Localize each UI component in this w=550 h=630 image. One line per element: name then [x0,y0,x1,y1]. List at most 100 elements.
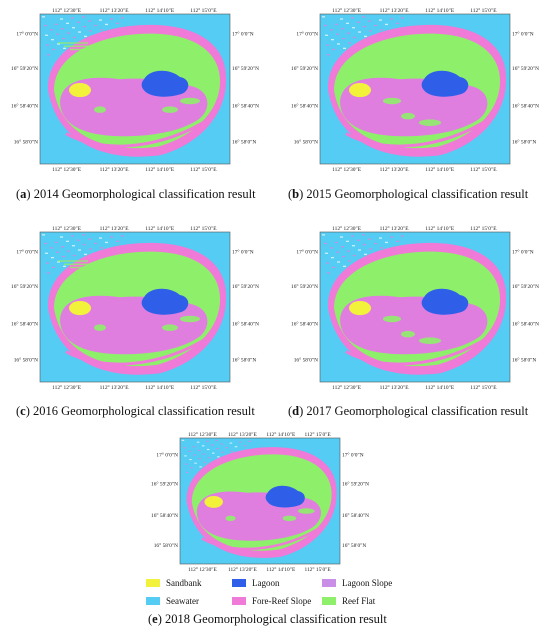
lat-tick-left: 17° 0′0″N [16,31,38,38]
legend-swatch-sandbank [146,579,160,587]
lon-tick-bottom: 112° 14′10″E [266,566,296,573]
map-frame [39,13,231,165]
lon-tick-top: 112° 12′30″E [52,225,82,232]
lon-tick-bottom: 112° 12′30″E [52,166,82,173]
lat-tick-right: 16° 59′20″N [232,283,259,290]
lon-tick-top: 112° 14′10″E [145,7,175,14]
lon-tick-top: 112° 13′20″E [380,225,410,232]
lon-tick-bottom: 112° 13′20″E [100,166,130,173]
lat-tick-right: 16° 59′20″N [512,65,539,72]
lat-tick-right: 17° 0′0″N [232,249,254,256]
stripe-artifacts [58,42,142,74]
lon-tick-bottom: 112° 12′30″E [52,384,82,391]
lat-tick-right: 16° 58′0″N [512,139,536,146]
inner-slope-rim [65,335,211,366]
geomorphology-map: 112° 12′30″E 112° 12′30″E 112° 13′20″E 112°… [151,431,369,573]
map-panel-2016: 112° 12′30″E 112° 12′30″E 112° 13′20″E 112°… [10,224,260,400]
map-frame [179,437,341,565]
lat-tick-left: 16° 58′40″N [291,321,318,328]
lat-tick-right: 17° 0′0″N [512,31,534,38]
lat-tick-right: 17° 0′0″N [342,451,364,458]
lat-tick-right: 17° 0′0″N [232,31,254,38]
lon-tick-top: 112° 14′10″E [425,225,455,232]
legend-swatch-lagoon [232,579,246,587]
lat-tick-left: 17° 0′0″N [156,451,178,458]
lat-tick-left: 16° 58′40″N [151,512,178,519]
caption-2017: (d) 2017 Geomorphological classification… [288,404,529,418]
lat-tick-right: 16° 59′20″N [512,283,539,290]
lon-tick-bottom: 112° 15′0″E [470,384,497,391]
geomorphology-map: 112° 12′30″E 112° 12′30″E 112° 13′20″E 112°… [291,225,539,391]
lon-tick-top: 112° 12′30″E [188,431,218,438]
legend-item-reef-flat: Reef Flat [322,596,375,606]
lon-tick-top: 112° 15′0″E [190,7,217,14]
lon-tick-top: 112° 12′30″E [332,225,362,232]
lon-tick-top: 112° 15′0″E [470,225,497,232]
lon-tick-bottom: 112° 15′0″E [190,166,217,173]
lon-tick-top: 112° 15′0″E [470,7,497,14]
lon-tick-top: 112° 13′20″E [228,431,258,438]
legend-item-sandbank: Sandbank [146,578,202,588]
sandbank [204,495,223,508]
legend-item-lagoon-slope: Lagoon Slope [322,578,392,588]
lon-tick-bottom: 112° 13′20″E [228,566,258,573]
geomorphology-map: 112° 12′30″E 112° 12′30″E 112° 13′20″E 112°… [11,7,259,173]
inner-slope-rim [345,335,491,366]
reef-flat-patches [225,508,315,522]
map-panel-2015: 112° 12′30″E 112° 12′30″E 112° 13′20″E 112°… [290,6,540,182]
lon-tick-top: 112° 14′10″E [425,7,455,14]
inner-slope-rim [201,524,324,551]
reef-flat-patches [383,315,441,344]
map-legend: Sandbank Lagoon Lagoon Slope Seawater Fo… [146,576,436,610]
lon-tick-top: 112° 13′20″E [380,7,410,14]
lagoon [421,70,469,97]
reef-flat-patches [383,97,441,126]
caption-2018: (e) 2018 Geomorphological classification… [148,612,387,626]
lon-tick-bottom: 112° 13′20″E [380,166,410,173]
lat-tick-left: 16° 58′0″N [154,542,178,549]
lon-tick-bottom: 112° 15′0″E [190,384,217,391]
legend-item-seawater: Seawater [146,596,199,606]
legend-swatch-reef-flat [322,597,336,605]
sandbank [69,301,91,316]
lon-tick-top: 112° 12′30″E [332,7,362,14]
lon-tick-bottom: 112° 15′0″E [470,166,497,173]
geomorphology-map: 112° 12′30″E 112° 12′30″E 112° 13′20″E 112°… [291,7,539,173]
lagoon [265,485,305,508]
lat-tick-right: 17° 0′0″N [512,249,534,256]
map-panel-2018: 112° 12′30″E 112° 12′30″E 112° 13′20″E 112°… [150,430,400,576]
lon-tick-top: 112° 14′10″E [266,431,296,438]
lat-tick-left: 16° 58′40″N [291,103,318,110]
lagoon [421,288,469,315]
lat-tick-left: 16° 59′20″N [11,283,38,290]
map-frame [319,231,511,383]
lon-tick-top: 112° 14′10″E [145,225,175,232]
caption-2016: (c) 2016 Geomorphological classification… [16,404,255,418]
lat-tick-right: 16° 58′0″N [232,139,256,146]
reef-flat-patches [94,97,200,113]
lon-tick-bottom: 112° 12′30″E [332,166,362,173]
lagoon [141,288,189,315]
caption-2014: (a) 2014 Geomorphological classification… [16,187,256,201]
lat-tick-left: 16° 58′40″N [11,103,38,110]
lat-tick-left: 16° 59′20″N [291,65,318,72]
lat-tick-left: 16° 58′40″N [11,321,38,328]
lat-tick-right: 16° 58′0″N [342,542,366,549]
sandbank [349,301,371,316]
legend-swatch-seawater [146,597,160,605]
lon-tick-top: 112° 13′20″E [100,7,130,14]
lon-tick-bottom: 112° 13′20″E [380,384,410,391]
lon-tick-bottom: 112° 14′10″E [425,166,455,173]
lon-tick-top: 112° 15′0″E [190,225,217,232]
lat-tick-left: 16° 58′0″N [14,357,38,364]
lat-tick-left: 16° 58′0″N [294,357,318,364]
lat-tick-right: 16° 58′40″N [342,512,369,519]
lat-tick-left: 16° 59′20″N [11,65,38,72]
lat-tick-right: 16° 59′20″N [342,480,369,487]
map-panel-2017: 112° 12′30″E 112° 12′30″E 112° 13′20″E 112°… [290,224,540,400]
lat-tick-left: 16° 58′0″N [14,139,38,146]
caption-2015: (b) 2015 Geomorphological classification… [288,187,529,201]
lon-tick-top: 112° 15′0″E [304,431,331,438]
map-frame [39,231,231,383]
legend-swatch-fore-reef-slope [232,597,246,605]
